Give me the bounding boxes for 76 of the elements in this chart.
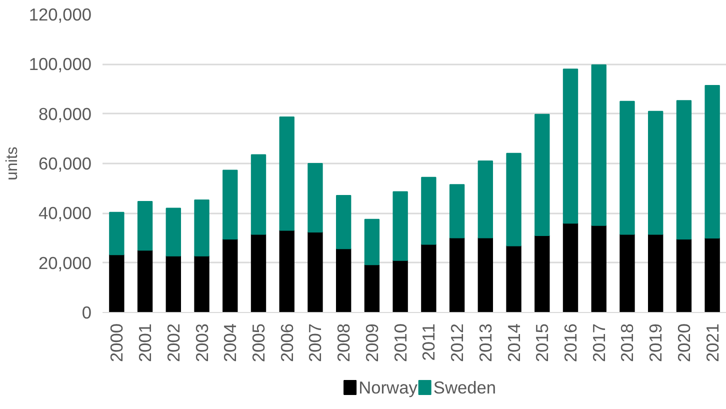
bar bbox=[109, 212, 124, 256]
bar bbox=[506, 245, 522, 312]
bar bbox=[534, 235, 550, 312]
bar bbox=[449, 184, 465, 238]
legend-label: Norway bbox=[358, 378, 418, 398]
bar bbox=[620, 100, 635, 235]
x-tick-label: 2019 bbox=[646, 323, 666, 362]
bar bbox=[591, 64, 606, 226]
bar bbox=[676, 100, 692, 240]
x-tick-label: 2004 bbox=[220, 323, 240, 362]
legend-label: Sweden bbox=[433, 378, 496, 398]
x-tick-label: 2003 bbox=[192, 323, 212, 362]
bar bbox=[392, 191, 408, 261]
x-tick-label: 2010 bbox=[390, 323, 410, 362]
x-tick-label: 2006 bbox=[276, 323, 297, 362]
x-tick-label: 2008 bbox=[334, 323, 354, 362]
y-tick-label: 120,000 bbox=[28, 4, 92, 24]
bar bbox=[279, 116, 294, 231]
x-tick-label: 2000 bbox=[106, 323, 127, 362]
x-tick-label: 2005 bbox=[248, 323, 268, 362]
y-tick-label: 20,000 bbox=[38, 252, 92, 273]
bar bbox=[704, 238, 720, 312]
bar bbox=[364, 218, 380, 266]
bar bbox=[137, 200, 153, 251]
bar bbox=[336, 248, 352, 312]
bar bbox=[279, 230, 294, 312]
bar bbox=[562, 68, 578, 224]
bar bbox=[137, 250, 153, 312]
y-tick-label: 60,000 bbox=[38, 154, 92, 174]
x-tick-label: 2002 bbox=[163, 323, 184, 362]
bar bbox=[194, 255, 210, 312]
x-tick-label: 2001 bbox=[135, 323, 156, 362]
bar bbox=[250, 234, 266, 312]
y-axis-title: units bbox=[4, 146, 21, 180]
bar bbox=[478, 237, 493, 312]
x-tick-label: 2014 bbox=[504, 323, 524, 362]
bar bbox=[421, 244, 436, 312]
bar bbox=[364, 264, 380, 312]
bar bbox=[194, 200, 210, 256]
bar bbox=[166, 208, 181, 256]
y-tick-label: 80,000 bbox=[38, 104, 92, 124]
bar bbox=[676, 238, 692, 312]
bar bbox=[591, 224, 606, 312]
bar bbox=[534, 114, 550, 236]
bar bbox=[222, 170, 238, 240]
bar bbox=[506, 152, 522, 246]
bar bbox=[449, 237, 465, 312]
bar bbox=[648, 234, 664, 312]
x-tick-label: 2018 bbox=[617, 323, 638, 362]
bar bbox=[421, 176, 436, 245]
x-tick-label: 2020 bbox=[674, 323, 694, 362]
bar bbox=[392, 260, 408, 312]
x-tick-label: 2016 bbox=[560, 323, 580, 362]
bar bbox=[648, 110, 664, 235]
x-tick-label: 2013 bbox=[475, 323, 496, 362]
bar bbox=[166, 255, 181, 312]
bar bbox=[336, 195, 352, 250]
bar bbox=[222, 238, 238, 312]
x-tick-label: 2015 bbox=[532, 323, 552, 362]
x-tick-label: 2007 bbox=[305, 323, 326, 362]
x-tick-label: 2011 bbox=[418, 323, 439, 361]
bar bbox=[308, 163, 323, 233]
bar bbox=[109, 254, 124, 312]
bar bbox=[250, 154, 266, 235]
y-tick-label: 100,000 bbox=[28, 54, 92, 74]
x-tick-label: 2009 bbox=[362, 323, 382, 362]
y-tick-label: 0 bbox=[82, 302, 92, 322]
bar bbox=[308, 232, 323, 312]
bar bbox=[478, 160, 493, 238]
x-tick-label: 2017 bbox=[588, 323, 609, 362]
bar bbox=[620, 234, 635, 312]
bar bbox=[704, 85, 720, 238]
bar bbox=[562, 222, 578, 312]
x-tick-label: 2021 bbox=[702, 323, 722, 362]
y-tick-label: 40,000 bbox=[38, 203, 92, 224]
x-tick-label: 2012 bbox=[447, 323, 468, 362]
